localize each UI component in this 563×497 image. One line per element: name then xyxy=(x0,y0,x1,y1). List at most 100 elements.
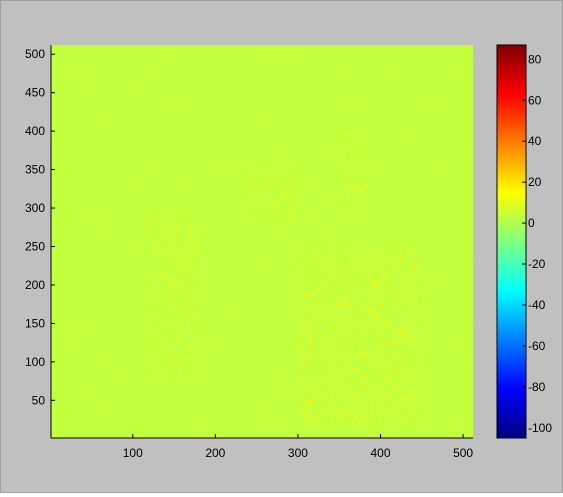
heatmap-speckle xyxy=(163,328,166,330)
heatmap-speckle xyxy=(180,69,182,71)
heatmap-speckle xyxy=(269,55,271,57)
heatmap-speckle xyxy=(303,341,305,343)
heatmap-speckle xyxy=(416,260,418,262)
heatmap-speckle xyxy=(383,342,386,345)
heatmap-speckle xyxy=(294,346,296,348)
heatmap-speckle xyxy=(182,305,184,308)
heatmap-speckle xyxy=(402,270,405,273)
heatmap-speckle xyxy=(65,322,67,324)
heatmap-speckle xyxy=(374,318,376,321)
heatmap-speckle xyxy=(302,264,305,266)
heatmap-speckle xyxy=(171,281,174,283)
heatmap-speckle xyxy=(356,408,359,410)
heatmap-speckle xyxy=(339,375,341,377)
heatmap-speckle xyxy=(172,213,174,215)
heatmap-speckle xyxy=(311,398,313,400)
heatmap-speckle xyxy=(226,109,228,111)
heatmap-speckle xyxy=(149,370,152,372)
heatmap-speckle xyxy=(320,322,323,325)
heatmap-speckle xyxy=(312,305,315,307)
heatmap-speckle xyxy=(348,365,350,368)
heatmap-speckle xyxy=(276,163,278,165)
heatmap-speckle xyxy=(209,150,211,152)
heatmap-speckle xyxy=(332,351,334,353)
heatmap-speckle xyxy=(179,270,182,272)
heatmap-speckle xyxy=(465,131,467,133)
heatmap-speckle xyxy=(346,187,348,190)
heatmap-speckle xyxy=(163,376,166,379)
heatmap-speckle xyxy=(345,303,348,305)
heatmap-speckle xyxy=(187,330,190,333)
heatmap-speckle xyxy=(258,186,261,189)
heatmap-speckle xyxy=(383,405,385,407)
heatmap-speckle xyxy=(149,335,152,337)
heatmap-speckle xyxy=(388,215,390,217)
heatmap-speckle xyxy=(119,192,121,194)
heatmap-speckle xyxy=(290,194,292,197)
heatmap-speckle xyxy=(383,338,385,340)
heatmap-speckle xyxy=(125,379,127,381)
heatmap-speckle xyxy=(345,344,348,347)
heatmap-speckle xyxy=(301,317,303,320)
heatmap-speckle xyxy=(383,268,385,270)
heatmap-speckle xyxy=(321,314,324,316)
heatmap-speckle xyxy=(176,360,178,362)
heatmap-speckle xyxy=(402,290,405,292)
heatmap-speckle xyxy=(331,341,334,344)
heatmap-speckle xyxy=(379,420,382,422)
heatmap-speckle xyxy=(348,171,351,174)
heatmap-speckle xyxy=(332,306,335,308)
heatmap-speckle xyxy=(316,422,319,425)
heatmap-speckle xyxy=(415,280,418,282)
heatmap-speckle xyxy=(192,310,194,312)
heatmap-speckle xyxy=(300,253,302,255)
heatmap-speckle xyxy=(86,384,88,386)
heatmap-speckle xyxy=(341,402,343,405)
heatmap-speckle xyxy=(298,353,300,356)
heatmap-speckle xyxy=(379,288,382,290)
heatmap-speckle xyxy=(309,248,311,250)
heatmap-speckle xyxy=(380,343,382,346)
heatmap-speckle xyxy=(394,403,396,405)
heatmap-speckle xyxy=(122,369,124,371)
heatmap-speckle xyxy=(250,339,252,341)
heatmap-speckle xyxy=(222,141,224,143)
heatmap-speckle xyxy=(371,308,373,311)
heatmap-speckle xyxy=(390,257,392,260)
heatmap-speckle xyxy=(271,201,273,203)
heatmap-speckle xyxy=(273,187,276,189)
heatmap-speckle xyxy=(223,385,225,387)
heatmap-speckle xyxy=(185,359,188,362)
heatmap-speckle xyxy=(387,340,389,343)
heatmap-speckle xyxy=(185,265,188,267)
heatmap-speckle xyxy=(241,216,243,219)
heatmap-speckle xyxy=(350,314,352,317)
heatmap-speckle xyxy=(163,311,165,313)
heatmap-speckle xyxy=(405,217,407,219)
heatmap-speckle xyxy=(192,247,195,250)
heatmap-speckle xyxy=(189,264,192,266)
heatmap-speckle xyxy=(255,192,257,194)
heatmap-speckle xyxy=(170,211,172,213)
heatmap-speckle xyxy=(264,348,266,350)
heatmap-speckle xyxy=(240,216,242,218)
heatmap-speckle xyxy=(329,407,332,409)
heatmap-speckle xyxy=(166,301,169,304)
heatmap-speckle xyxy=(345,353,348,356)
heatmap-speckle xyxy=(401,335,403,338)
heatmap-speckle xyxy=(120,274,122,276)
heatmap-speckle xyxy=(150,231,152,233)
heatmap-speckle xyxy=(290,215,293,218)
heatmap-speckle xyxy=(321,422,323,424)
heatmap-speckle xyxy=(284,425,286,427)
heatmap-speckle xyxy=(393,325,395,327)
heatmap-speckle xyxy=(184,235,187,237)
heatmap-speckle xyxy=(405,274,408,277)
heatmap-speckle xyxy=(360,290,362,292)
heatmap-speckle xyxy=(366,142,368,144)
heatmap-speckle xyxy=(156,308,158,311)
heatmap-speckle xyxy=(314,307,316,309)
heatmap-speckle xyxy=(400,369,402,371)
heatmap-speckle xyxy=(455,347,457,349)
heatmap-speckle xyxy=(366,399,369,401)
